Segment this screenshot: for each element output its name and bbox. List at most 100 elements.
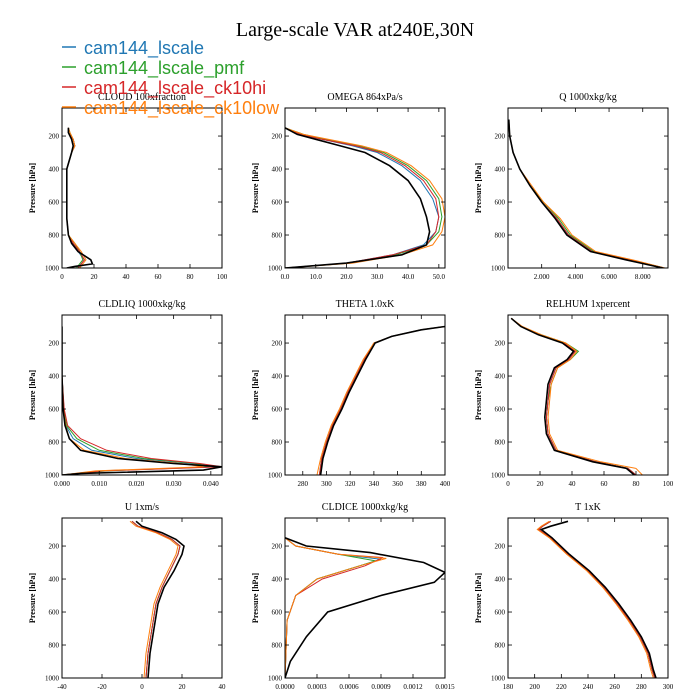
x-tick-label: 400 [440,480,451,488]
x-tick-label: 0.0000 [275,683,295,691]
series-line-obs [285,537,445,678]
series-line-obs [62,326,222,475]
series-line-obs [508,119,664,268]
series-line-cam144_lscale_ck10hi [285,537,384,678]
y-tick-label: 600 [495,609,506,617]
series-line-cam144_lscale [318,326,445,475]
panel-title: CLOUD 100xfraction [98,92,186,103]
panel-title: T 1xK [575,502,601,513]
y-tick-label: 200 [49,340,60,348]
series-line-cam144_lscale_ck10low [62,326,204,475]
y-tick-label: 800 [495,642,506,650]
x-tick-label: 0.0006 [339,683,359,691]
plot-frame [61,314,223,476]
x-tick-label: 280 [298,480,309,488]
y-tick-label: 1000 [268,675,283,683]
panel-9: T 1xK Pressure [hPa] 180 200 220 240 260 280 300… [474,502,674,691]
legend: cam144_lscalecam144_lscale_pmfcam144_lsc… [62,38,280,119]
y-tick-label: 600 [495,199,506,207]
y-axis-label: Pressure [hPa] [251,370,260,420]
series-line-obs [285,127,431,268]
y-tick-label: 400 [495,576,506,584]
x-tick-label: 340 [369,480,380,488]
series-line-cam144_lscale_ck10hi [285,127,440,268]
series-line-cam144_lscale_ck10hi [318,326,445,475]
y-tick-label: 400 [272,166,283,174]
plot-frame [284,517,446,679]
x-tick-label: 80 [633,480,641,488]
y-tick-label: 200 [272,543,283,551]
x-tick-label: 0.030 [166,480,182,488]
y-tick-label: 600 [49,199,60,207]
x-tick-label: 40 [219,683,227,691]
plot-frame [507,107,669,269]
y-tick-label: 1000 [268,265,283,273]
y-tick-label: 1000 [45,265,60,273]
x-tick-label: -20 [97,683,107,691]
x-tick-label: 180 [503,683,514,691]
series-line-cam144_lscale_ck10hi [131,520,181,678]
y-tick-label: 400 [272,576,283,584]
series-line-cam144_lscale_ck10hi [537,520,656,678]
x-tick-label: 100 [217,273,228,281]
plot-frame [284,314,446,476]
legend-entry: cam144_lscale_ck10low [84,98,280,119]
series-line-cam144_lscale_pmf [285,127,443,268]
y-tick-label: 1000 [491,265,506,273]
x-tick-label: 60 [155,273,163,281]
panel-title: CLDICE 1000xkg/kg [322,502,408,513]
x-tick-label: 0.0015 [435,683,455,691]
series-line-obs [66,127,94,268]
y-tick-label: 800 [49,439,60,447]
y-tick-label: 400 [272,373,283,381]
y-tick-label: 800 [495,232,506,240]
panel-title: RELHUM 1xpercent [546,299,630,310]
x-tick-label: 8.000 [635,273,651,281]
panel-7: U 1xm/s Pressure [hPa] -40 -20 0 20 40 200 400 60… [28,502,226,691]
panel-title: OMEGA 864xPa/s [327,92,402,103]
y-tick-label: 200 [495,543,506,551]
x-tick-label: 320 [345,480,356,488]
y-tick-label: 800 [272,642,283,650]
y-tick-label: 800 [495,439,506,447]
series-line-cam144_lscale_pmf [318,326,445,475]
series-line-cam144_lscale_pmf [62,326,211,475]
x-tick-label: 380 [416,480,427,488]
x-tick-label: 360 [392,480,403,488]
y-tick-label: 400 [495,373,506,381]
x-tick-label: 0 [506,480,510,488]
x-tick-label: 0.010 [91,480,107,488]
figure-title: Large-scale VAR at240E,30N [236,19,474,41]
y-tick-label: 200 [49,543,60,551]
panel-title: U 1xm/s [125,502,159,513]
plot-frame [61,517,223,679]
y-tick-label: 1000 [491,675,506,683]
x-tick-label: 40 [569,480,577,488]
x-tick-label: 20 [91,273,99,281]
series-line-cam144_lscale_pmf [285,537,376,678]
panel-2: OMEGA 864xPa/s Pressure [hPa] 0.0 10.0 20.0 3… [251,92,446,281]
y-tick-label: 800 [49,642,60,650]
y-tick-label: 800 [49,232,60,240]
y-tick-label: 400 [495,166,506,174]
x-tick-label: 40.0 [402,273,415,281]
x-tick-label: 100 [663,480,674,488]
y-axis-label: Pressure [hPa] [251,573,260,623]
x-tick-label: 200 [529,683,540,691]
series-line-cam144_lscale [510,317,637,475]
series-line-obs [135,520,185,678]
y-tick-label: 200 [272,133,283,141]
series-line-cam144_lscale_ck10low [508,119,665,268]
x-tick-label: 20 [179,683,187,691]
panel-title: Q 1000xkg/kg [559,92,617,103]
plot-frame [507,314,669,476]
y-tick-label: 1000 [491,472,506,480]
x-tick-label: -40 [57,683,67,691]
y-tick-label: 600 [49,406,60,414]
series-line-cam144_lscale_ck10low [129,520,179,678]
x-tick-label: 80 [187,273,195,281]
y-tick-label: 200 [495,340,506,348]
panel-grid: CLOUD 100xfraction Pressure [hPa] 0 20 40 60 8… [28,92,674,691]
x-tick-label: 30.0 [371,273,384,281]
y-tick-label: 600 [495,406,506,414]
